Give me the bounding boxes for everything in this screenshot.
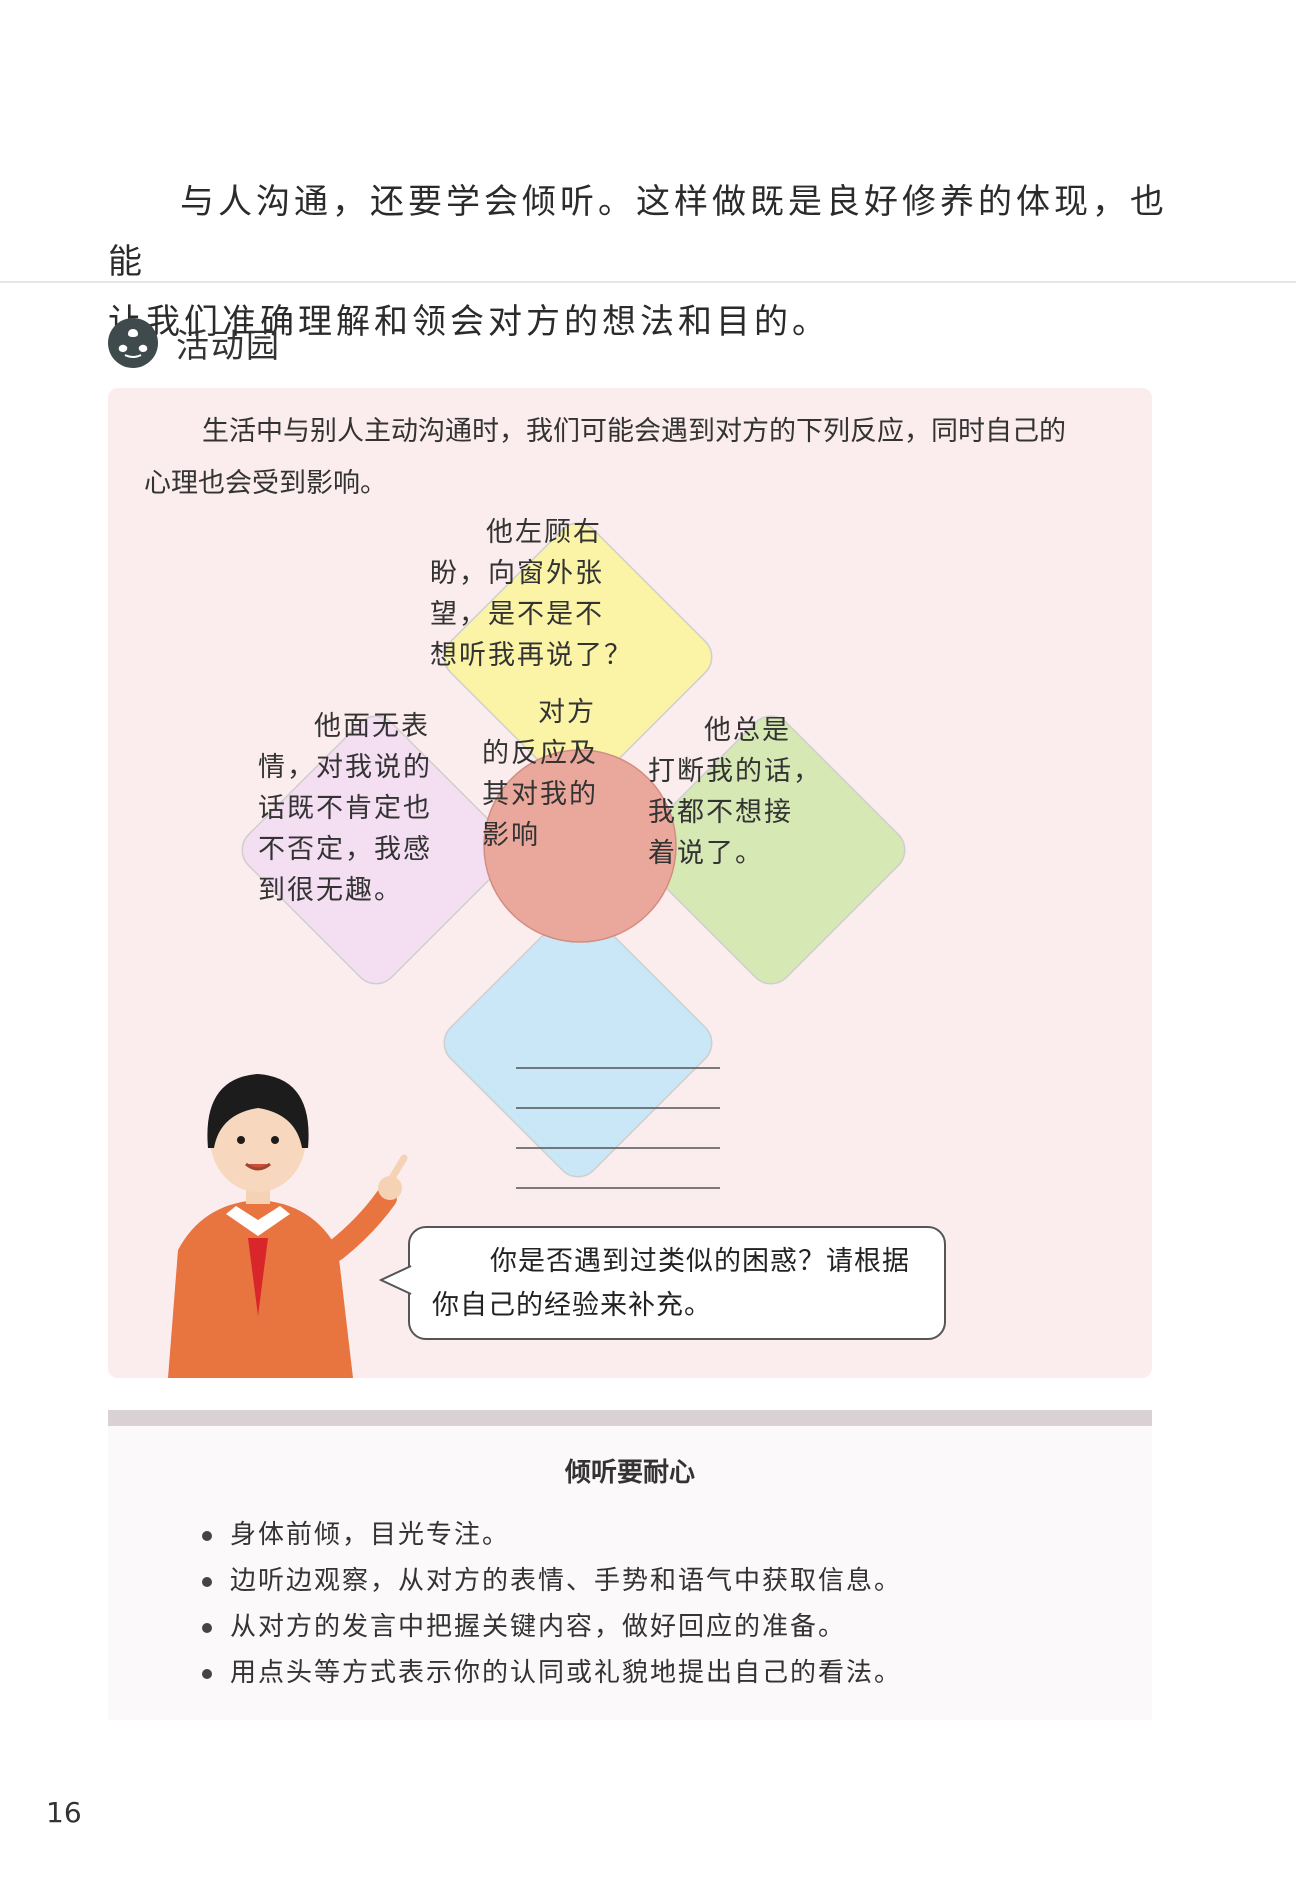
diamond-top	[443, 522, 713, 792]
answer-lines	[516, 1067, 720, 1189]
tip-header-bar	[108, 1410, 1152, 1426]
intro-line-1: 与人沟通，还要学会倾听。这样做既是良好修养的体现，也能	[108, 182, 1168, 282]
left-reaction-line: 不否定，我感	[258, 834, 432, 865]
tip-item: 用点头等方式表示你的认同或礼貌地提出自己的看法。	[200, 1650, 902, 1696]
activity-box: 生活中与别人主动沟通时，我们可能会遇到对方的下列反应，同时自己的 心理也会受到影…	[108, 388, 1152, 1378]
girl-illustration	[168, 1074, 408, 1378]
diamond-left	[241, 715, 511, 985]
diamond-bottom	[443, 908, 713, 1178]
activity-line-1: 生活中与别人主动沟通时，我们可能会遇到对方的下列反应，同时自己的	[202, 416, 1066, 447]
tip-item: 边听边观察，从对方的表情、手势和语气中获取信息。	[200, 1558, 902, 1604]
right-reaction-line: 我都不想接	[648, 797, 793, 828]
right-reaction-line: 着说了。	[648, 838, 764, 869]
top-reaction: 他左顾右 盼，向窗外张 望，是不是不 想听我再说了？	[430, 512, 633, 676]
section-divider	[0, 281, 1296, 283]
tip-item: 从对方的发言中把握关键内容，做好回应的准备。	[200, 1604, 902, 1650]
tip-item: 身体前倾，目光专注。	[200, 1512, 902, 1558]
left-reaction-line: 情，对我说的	[258, 752, 432, 783]
intro-line-2: 让我们准确理解和领会对方的想法和目的。	[108, 302, 830, 342]
diamond-right	[636, 715, 906, 985]
center-circle	[483, 749, 677, 943]
center-label: 对方 的反应及 其对我的 影响	[482, 692, 598, 856]
left-reaction-line: 他面无表	[314, 711, 430, 742]
intro-paragraph: 与人沟通，还要学会倾听。这样做既是良好修养的体现，也能 让我们准确理解和领会对方…	[108, 172, 1168, 352]
tip-title: 倾听要耐心	[564, 1458, 695, 1488]
top-reaction-line: 盼，向窗外张	[430, 558, 604, 589]
top-reaction-line: 望，是不是不	[430, 599, 604, 630]
speech-bubble: 你是否遇到过类似的困惑？请根据 你自己的经验来补充。	[379, 1226, 946, 1340]
center-label-line: 的反应及	[482, 738, 598, 769]
right-reaction-line: 他总是	[704, 715, 791, 746]
bubble-line-2: 你自己的经验来补充。	[432, 1290, 712, 1321]
center-label-line: 其对我的	[482, 779, 598, 810]
center-label-line: 影响	[482, 820, 540, 851]
hands-icon	[108, 318, 158, 368]
left-reaction-line: 到很无趣。	[258, 875, 403, 906]
right-reaction-line: 打断我的话，	[648, 756, 822, 787]
tip-list: 身体前倾，目光专注。 边听边观察，从对方的表情、手势和语气中获取信息。 从对方的…	[200, 1512, 902, 1696]
section-heading: 活动园	[108, 315, 281, 371]
top-reaction-line: 他左顾右	[486, 517, 602, 548]
bubble-tail	[379, 1265, 412, 1295]
center-label-line: 对方	[538, 697, 596, 728]
bubble-line-1: 你是否遇到过类似的困惑？请根据	[490, 1246, 910, 1277]
reaction-diagram	[168, 522, 906, 1378]
left-reaction-line: 话既不肯定也	[258, 793, 432, 824]
section-title: 活动园	[176, 326, 281, 365]
page-number: 16	[46, 1796, 82, 1829]
activity-instructions: 生活中与别人主动沟通时，我们可能会遇到对方的下列反应，同时自己的 心理也会受到影…	[144, 406, 1124, 510]
activity-line-2: 心理也会受到影响。	[144, 468, 387, 499]
top-reaction-line: 想听我再说了？	[430, 640, 633, 671]
tip-box: 倾听要耐心 身体前倾，目光专注。 边听边观察，从对方的表情、手势和语气中获取信息…	[108, 1426, 1152, 1720]
bubble-text: 你是否遇到过类似的困惑？请根据 你自己的经验来补充。	[432, 1240, 932, 1328]
right-reaction: 他总是 打断我的话， 我都不想接 着说了。	[648, 710, 822, 874]
left-reaction: 他面无表 情，对我说的 话既不肯定也 不否定，我感 到很无趣。	[258, 706, 432, 911]
